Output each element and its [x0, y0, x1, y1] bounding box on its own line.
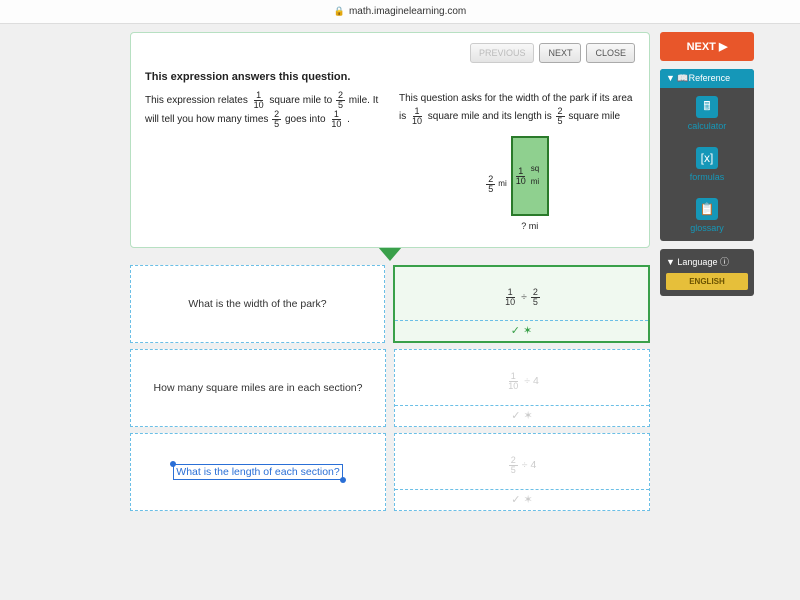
previous-button: PREVIOUS	[470, 43, 535, 63]
answer-cell-3[interactable]: 25 ÷ 4 ✓ ✶	[394, 433, 650, 511]
question-cell-2[interactable]: How many square miles are in each sectio…	[130, 349, 386, 427]
ref-label: glossary	[690, 223, 724, 233]
explanation-card: PREVIOUS NEXT CLOSE This expression answ…	[130, 32, 650, 248]
answer-expression: 110 ÷ 4	[505, 372, 539, 391]
selection-handle-icon[interactable]	[340, 477, 346, 483]
question-text: What is the width of the park?	[188, 298, 326, 310]
lock-icon: 🔒	[334, 6, 345, 17]
pointer-triangle-icon	[378, 247, 402, 261]
answer-cell-1[interactable]: 110 ÷ 25 ✓ ✶	[393, 265, 650, 343]
selected-question-text[interactable]: What is the length of each section?	[173, 464, 342, 480]
address-bar: 🔒 math.imaginelearning.com	[0, 0, 800, 24]
glossary-icon: 📋	[696, 198, 718, 220]
question-cell-1[interactable]: What is the width of the park?	[130, 265, 385, 343]
correct-marks: ✓ ✶	[395, 320, 648, 337]
ref-label: calculator	[688, 121, 727, 131]
correct-marks: ✓ ✶	[395, 489, 649, 506]
language-header[interactable]: ▼ Language ⓘ	[666, 255, 748, 268]
calculator-icon: 🖩	[696, 96, 718, 118]
formulas-icon: [x]	[696, 147, 718, 169]
answer-expression: 25 ÷ 4	[508, 456, 537, 475]
answer-expression: 110 ÷ 25	[502, 288, 541, 307]
correct-marks: ✓ ✶	[395, 405, 649, 422]
reference-panel: ▼ 📖Reference 🖩 calculator [x] formulas 📋…	[660, 69, 754, 241]
answer-cell-2[interactable]: 110 ÷ 4 ✓ ✶	[394, 349, 650, 427]
left-explanation: This expression relates 110 square mile …	[145, 91, 381, 233]
reference-header[interactable]: ▼ 📖Reference	[660, 69, 754, 88]
match-grid: What is the width of the park? 110 ÷ 25 …	[130, 265, 650, 511]
calculator-button[interactable]: 🖩 calculator	[660, 88, 754, 139]
ref-label: formulas	[690, 172, 725, 182]
question-text: How many square miles are in each sectio…	[154, 382, 363, 394]
language-panel: ▼ Language ⓘ ENGLISH	[660, 249, 754, 296]
next-button[interactable]: NEXT	[539, 43, 581, 63]
card-title: This expression answers this question.	[145, 71, 635, 83]
question-cell-3[interactable]: What is the length of each section?	[130, 433, 386, 511]
formulas-button[interactable]: [x] formulas	[660, 139, 754, 190]
area-diagram: 25 mi 110 sq mi ? mi	[399, 136, 635, 233]
url-host: math.imaginelearning.com	[349, 6, 466, 17]
right-explanation: This question asks for the width of the …	[399, 91, 635, 233]
english-button[interactable]: ENGLISH	[666, 273, 748, 290]
next-big-button[interactable]: NEXT ▶	[660, 32, 754, 61]
glossary-button[interactable]: 📋 glossary	[660, 190, 754, 241]
close-button[interactable]: CLOSE	[586, 43, 635, 63]
